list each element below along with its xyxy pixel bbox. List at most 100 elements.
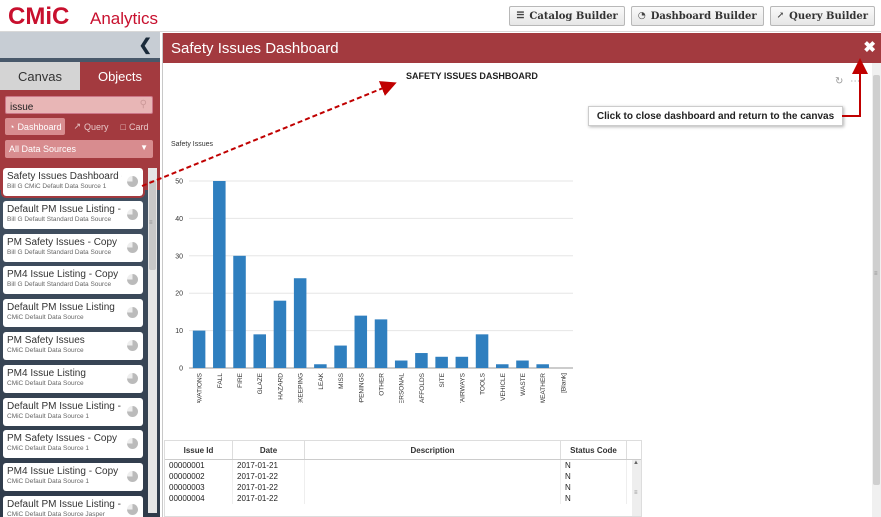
pie-chart-icon	[127, 208, 138, 220]
x-tick-label: OTHER	[379, 373, 386, 396]
app-name: Analytics	[90, 9, 159, 28]
list-item[interactable]: PM Safety Issues - Copy Bill G Default St…	[3, 233, 143, 262]
table-cell: N	[561, 493, 627, 504]
dashboard-builder-label: Dashboard Builder	[650, 10, 757, 22]
scroll-thumb[interactable]	[873, 75, 880, 485]
scroll-thumb[interactable]	[149, 180, 156, 270]
left-panel: ❮ Canvas Objects ⚲ ◔ Dashboard ↗ Query □…	[0, 32, 160, 517]
list-item[interactable]: PM4 Issue Listing CMiC Default Data Sourc…	[3, 364, 143, 393]
x-tick-label: LEAK	[318, 372, 325, 389]
x-tick-label: WEATHER	[540, 373, 547, 403]
bar-miss	[334, 345, 347, 368]
line-chart-icon: ↗	[776, 11, 785, 21]
dashboard-builder-button[interactable]: ◔ Dashboard Builder	[630, 6, 764, 26]
scroll-up-icon[interactable]: ▲	[633, 460, 639, 466]
filter-dashboard[interactable]: ◔ Dashboard	[5, 118, 66, 135]
close-icon[interactable]: ✖	[863, 39, 876, 56]
x-tick-label: HOUSEKEEPING	[298, 373, 305, 403]
catalog-builder-button[interactable]: ☰ Catalog Builder	[509, 6, 625, 26]
bar-vehicle	[495, 364, 509, 368]
panel-tabs: Canvas Objects	[0, 62, 160, 90]
table-row[interactable]: 00000001 2017-01-21 N	[165, 460, 641, 471]
list-item-title: PM4 Issue Listing - Copy	[7, 269, 119, 281]
list-item[interactable]: PM Safety Issues - Copy CMiC Default Data…	[3, 430, 143, 459]
bar-hazard	[273, 300, 287, 368]
list-item[interactable]: Safety Issues Dashboard - ...Bill G CMiC…	[1, 166, 145, 198]
pie-chart-icon	[127, 274, 138, 286]
list-item[interactable]: Default PM Issue Listing - ... CMiC Defau…	[3, 495, 143, 517]
bar-housekeeping	[293, 278, 307, 368]
grip-icon: ≡	[149, 220, 153, 226]
builder-buttons: ☰ Catalog Builder ◔ Dashboard Builder ↗ …	[509, 6, 875, 26]
table-cell	[305, 460, 561, 471]
table-cell: 2017-01-22	[233, 482, 305, 493]
filter-card[interactable]: □ Card	[117, 118, 153, 135]
pie-chart-icon	[127, 405, 138, 417]
list-item-source: CMiC Default Data Source	[7, 379, 84, 387]
annotation-callout: Click to close dashboard and return to t…	[588, 106, 843, 126]
col-issue-id[interactable]: Issue Id	[165, 441, 233, 459]
list-item[interactable]: PM4 Issue Listing - Copy CMiC Default Dat…	[3, 463, 143, 492]
x-tick-label: OPENINGS	[358, 372, 365, 403]
table-cell: N	[561, 482, 627, 493]
list-item[interactable]: Default PM Issue Listing - ... CMiC Defau…	[3, 397, 143, 426]
collapse-panel-icon[interactable]: ❮	[138, 37, 152, 54]
filter-query-label: Query	[84, 121, 109, 132]
col-description[interactable]: Description	[305, 441, 561, 459]
pie-chart-icon	[127, 176, 138, 187]
search-input[interactable]	[6, 99, 131, 116]
list-item[interactable]: PM4 Issue Listing - Copy Bill G Default S…	[3, 266, 143, 295]
pie-chart-icon	[127, 372, 138, 384]
catalog-builder-label: Catalog Builder	[529, 10, 618, 22]
x-tick-label: EXCAVATIONS	[197, 372, 204, 403]
object-list-scrollbar[interactable]: ≡	[148, 168, 157, 513]
refresh-icon[interactable]: ↻	[835, 76, 844, 87]
table-row[interactable]: 00000004 2017-01-22 N	[165, 493, 641, 504]
data-source-select[interactable]: All Data Sources ▼	[5, 140, 153, 158]
filter-query[interactable]: ↗ Query	[69, 118, 112, 135]
left-panel-header: ❮	[0, 32, 160, 58]
list-item-source: CMiC Default Data Source 1	[7, 412, 90, 420]
dashboard-panel: Safety Issues Dashboard ✖ SAFETY ISSUES …	[162, 33, 881, 517]
x-tick-label: STAIRWAYS	[459, 372, 466, 403]
list-item-title: PM4 Issue Listing - Copy	[7, 466, 119, 478]
list-item[interactable]: Default PM Issue Listing CMiC Default Dat…	[3, 299, 143, 328]
x-tick-label: SCAFFOLDS	[419, 372, 426, 403]
bar-waste	[516, 360, 529, 368]
col-status-code[interactable]: Status Code	[561, 441, 627, 459]
tab-objects[interactable]: Objects	[80, 62, 160, 90]
table-scrollbar[interactable]: ▲ ≡	[632, 460, 641, 516]
table-row[interactable]: 00000002 2017-01-22 N	[165, 471, 641, 482]
pie-chart-icon	[127, 438, 138, 450]
table-row[interactable]: 00000003 2017-01-22 N	[165, 482, 641, 493]
bar-fire	[233, 255, 246, 368]
table-cell	[305, 482, 561, 493]
list-item-source: CMiC Default Data Source 1	[7, 445, 90, 453]
bar-fall	[213, 181, 226, 368]
tab-canvas[interactable]: Canvas	[0, 62, 80, 90]
x-tick-label: FIRE	[237, 372, 244, 387]
table-cell: 00000001	[165, 460, 233, 471]
filter-dashboard-label: Dashboard	[17, 121, 62, 132]
list-item[interactable]: PM Safety Issues CMiC Default Data Source	[3, 331, 143, 360]
list-item[interactable]: Default PM Issue Listing - ... Bill G Def…	[3, 200, 143, 229]
bar-glaze	[253, 334, 267, 368]
list-item-title: PM Safety Issues - Copy	[7, 433, 118, 445]
bar-tools	[475, 334, 489, 368]
list-item-source: CMiC Default Data Source	[7, 314, 84, 322]
x-tick-label: PERSONAL	[399, 373, 406, 403]
list-item-title: PM4 Issue Listing	[7, 367, 86, 379]
more-icon[interactable]: ⋯	[850, 76, 861, 87]
table-cell: N	[561, 460, 627, 471]
dashboard-scrollbar[interactable]: ≡	[872, 63, 881, 517]
x-tick-label: FALL	[217, 373, 224, 389]
gauge-icon: ◔	[9, 121, 15, 132]
bar-chart: Safety Issues 0 10 20 30 40 50 EXCAVATIONS FALL F…	[171, 141, 573, 403]
list-item-title: Default PM Issue Listing	[7, 302, 115, 314]
list-item-title: Default PM Issue Listing - ...	[7, 203, 122, 215]
pie-chart-icon	[127, 307, 138, 319]
col-date[interactable]: Date	[233, 441, 305, 459]
query-builder-button[interactable]: ↗ Query Builder	[769, 6, 875, 26]
pie-chart-icon	[127, 339, 138, 351]
search-icon[interactable]: ⚲	[139, 99, 147, 110]
